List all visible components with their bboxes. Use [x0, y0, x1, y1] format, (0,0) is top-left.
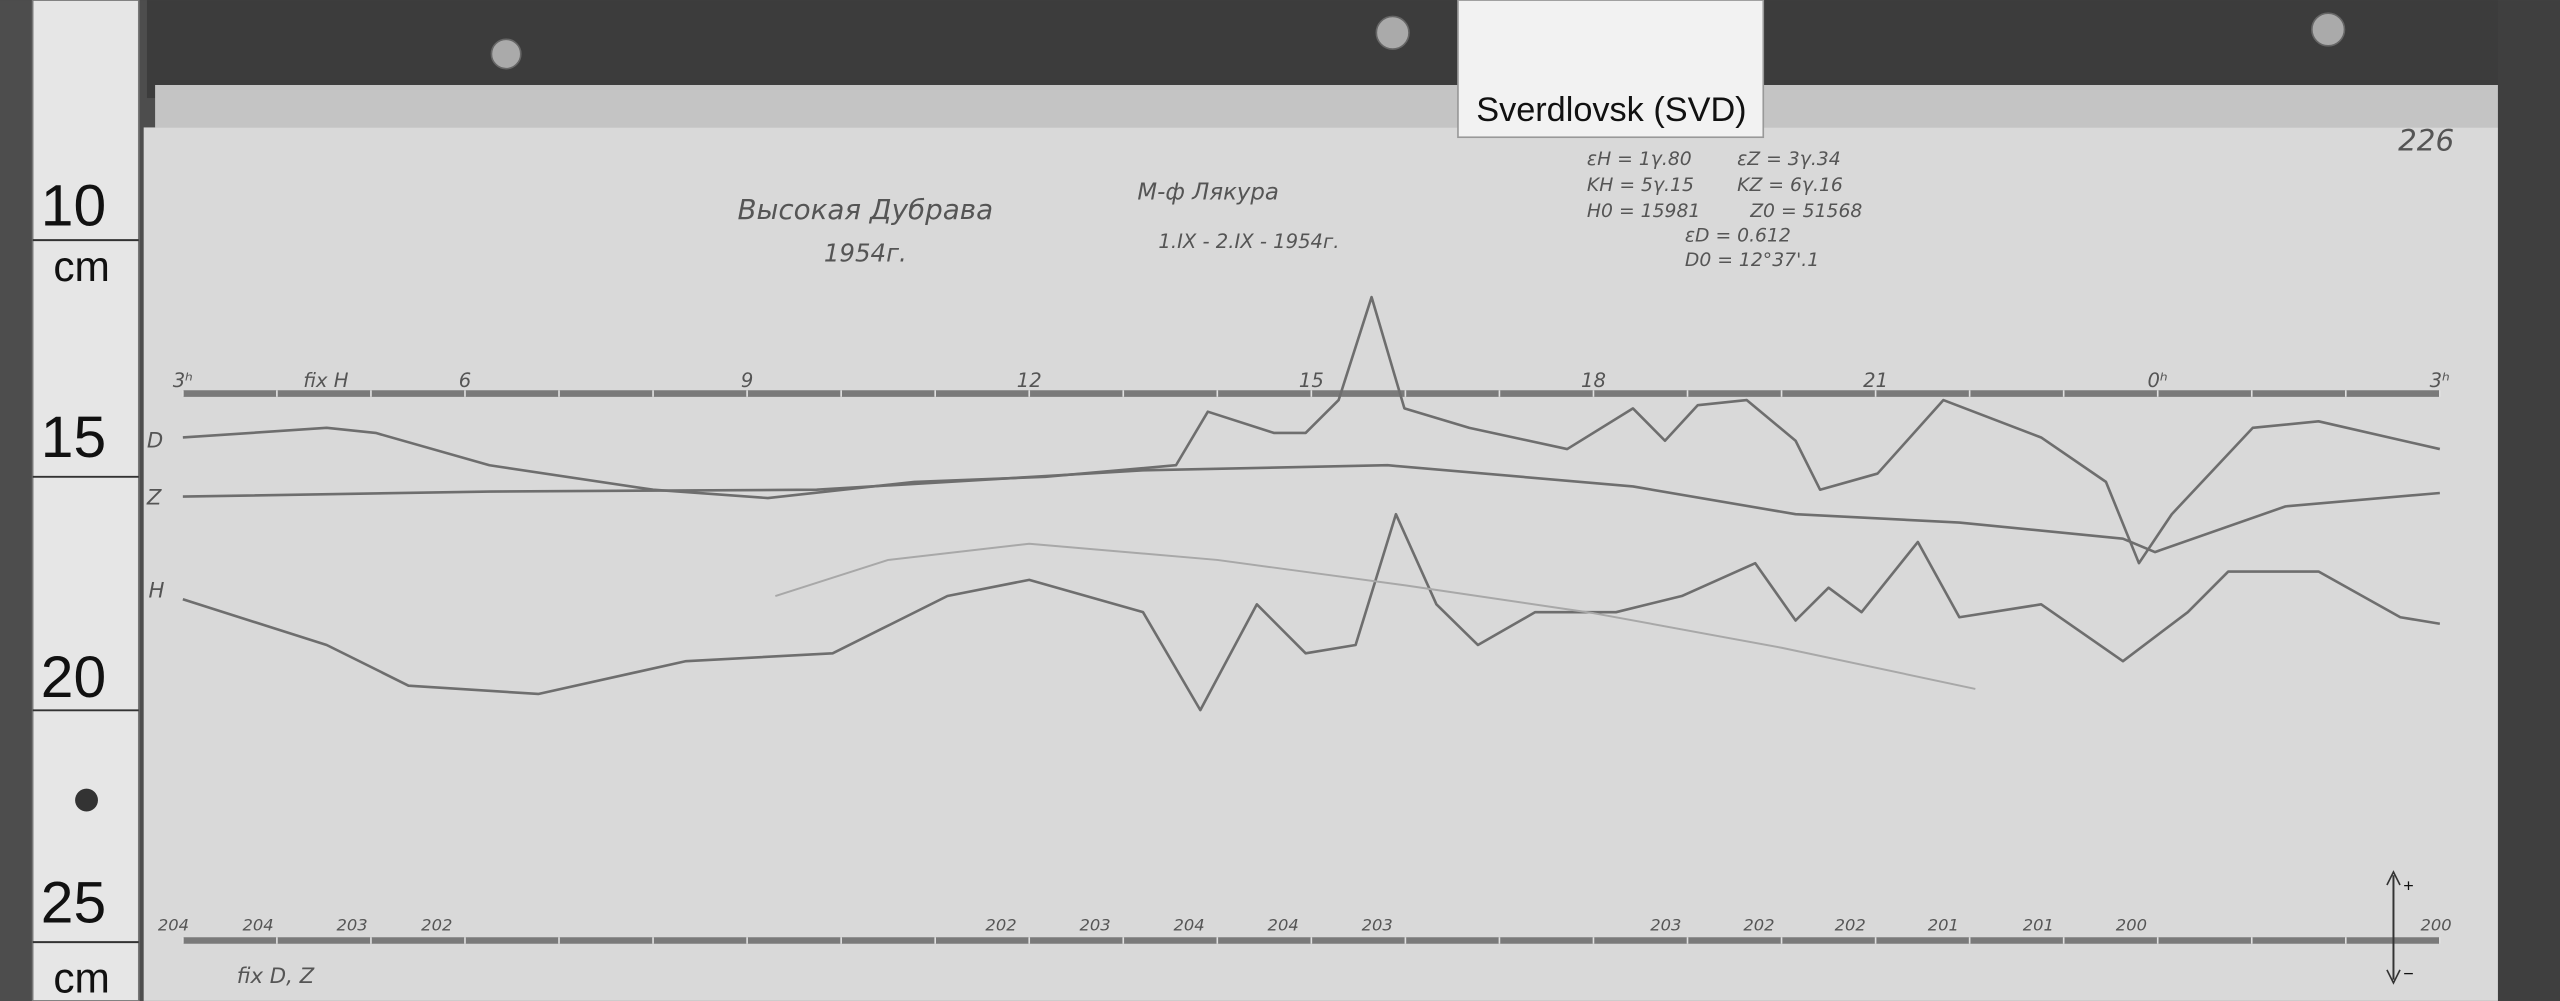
series-label-z: Z [146, 486, 162, 511]
top-axis-label: 21 [1863, 369, 1888, 392]
instrument: М-ф Лякура [1137, 179, 1278, 205]
temperature-label: 202 [985, 916, 1016, 935]
temperature-label: 203 [337, 916, 368, 935]
top-axis-label: 18 [1581, 369, 1606, 392]
paper [143, 127, 2498, 1001]
constant: H0 = 15981 [1587, 201, 1700, 222]
temperature-label: 204 [1174, 916, 1205, 935]
constant: Z0 = 51568 [1749, 201, 1862, 222]
top-axis-label: 3ʰ [2430, 369, 2450, 392]
ruler-label: cm [53, 243, 110, 290]
series-label-h: H [149, 579, 165, 604]
temperature-label: 204 [158, 916, 189, 935]
trace-h [182, 512, 2441, 712]
temperature-label: 202 [421, 916, 452, 935]
top-axis-labels: 3ʰ fix H 6 9 12 15 18 21 0ʰ 3ʰ [173, 369, 2450, 392]
temperature-label: 200 [2421, 916, 2452, 935]
screw-icon [490, 38, 522, 70]
date-range: 1.IX - 2.IX - 1954г. [1158, 230, 1339, 253]
temperature-label: 201 [1928, 916, 1959, 935]
constant: KH = 5γ.15 [1587, 175, 1694, 196]
temperature-label: 200 [2116, 916, 2147, 935]
ruler-hole [75, 788, 98, 812]
ruler [31, 0, 140, 1001]
temperature-label: 204 [1268, 916, 1299, 935]
top-axis-label: 15 [1299, 369, 1324, 392]
top-axis-label: 0ʰ [2148, 369, 2168, 392]
temperature-label: 202 [1743, 916, 1774, 935]
trace-z [182, 463, 2440, 554]
station-label-card [1457, 0, 1765, 139]
ruler-lines [32, 239, 139, 944]
constant: D0 = 12°37'.1 [1685, 250, 1819, 271]
fix-dz-label: fix D, Z [237, 964, 315, 989]
station-name: Высокая Дубрава [737, 193, 993, 226]
scale-minus: − [2403, 964, 2413, 984]
screw-icon [2311, 12, 2346, 47]
temperature-label: 203 [1079, 916, 1110, 935]
sheet-number: 226 [2398, 123, 2454, 157]
top-axis-label: 9 [741, 369, 753, 392]
ruler-label: 25 [41, 871, 106, 936]
series-label-d: D [147, 428, 163, 453]
station-label: Sverdlovsk (SVD) [1476, 91, 1746, 129]
temperature-label: 202 [1835, 916, 1866, 935]
constant: KZ = 6γ.16 [1737, 175, 1843, 196]
arrow-up-icon [2386, 870, 2401, 886]
top-axis-label: 3ʰ [173, 369, 193, 392]
top-axis-label: fix H [303, 369, 348, 392]
top-axis-label: 12 [1017, 369, 1042, 392]
temperature-label: 203 [1362, 916, 1393, 935]
screw-icon [1375, 15, 1410, 50]
constant: εH = 1γ.80 [1587, 149, 1692, 170]
station-year: 1954г. [824, 238, 907, 267]
trace-baseline-curve [775, 542, 1976, 690]
arrow-down-icon [2386, 969, 2401, 985]
scale-plus: + [2403, 876, 2413, 896]
constant: εZ = 3γ.34 [1737, 149, 1841, 170]
trace-d [182, 295, 2441, 565]
ruler-label: 10 [41, 173, 106, 238]
constant: εD = 0.612 [1685, 226, 1791, 247]
temperature-label: 201 [2023, 916, 2054, 935]
ruler-label: cm [53, 955, 110, 1001]
axis-ticks [182, 390, 2441, 944]
top-strip [146, 0, 2498, 99]
traces [182, 295, 2441, 712]
top-axis-label: 6 [459, 369, 471, 392]
constants: εH = 1γ.80 εZ = 3γ.34 KH = 5γ.15 KZ = 6γ… [1587, 149, 1862, 271]
temperature-label: 203 [1650, 916, 1681, 935]
right-frame [2497, 0, 2560, 1001]
plastic-edge [155, 84, 2498, 128]
bottom-axis-labels: 204 204 203 202 202 203 204 204 203 203 202 202 201 2… [158, 916, 2452, 935]
ruler-label: 15 [41, 405, 106, 470]
temperature-label: 204 [243, 916, 274, 935]
ruler-label: 20 [41, 645, 106, 710]
